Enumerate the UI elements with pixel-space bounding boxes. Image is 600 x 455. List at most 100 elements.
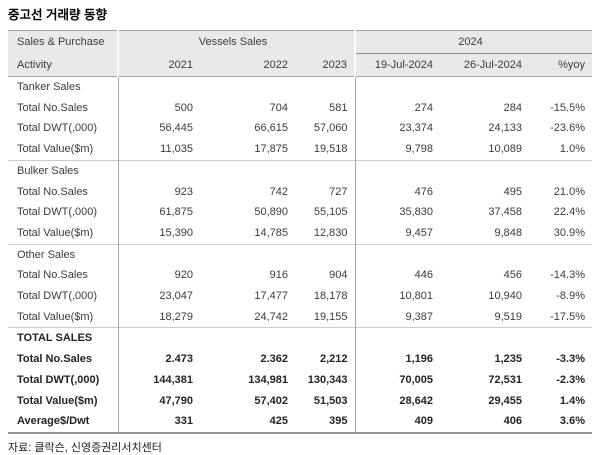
value-cell: 2.473 [165, 353, 193, 366]
table-row: Total Value($m) 47,790 57,402 51,503 28,642 2… [8, 390, 592, 412]
value-cell: 10,801 [399, 290, 433, 303]
header-row-groups: Sales & Purchase Vessels Sales 2024 [8, 30, 592, 54]
value-cell: 500 [174, 101, 193, 114]
empty-cell [440, 243, 529, 266]
header-col-2021: 2021 [118, 53, 200, 77]
value-cell: 704 [269, 101, 288, 114]
value-cell: 742 [269, 185, 288, 198]
section-title: TOTAL SALES [8, 327, 119, 350]
value-cell: 9,457 [405, 226, 433, 239]
section-header-row: Other Sales [8, 243, 592, 266]
row-label: Total No.Sales [8, 349, 119, 370]
value-cell: 130,343 [295, 369, 356, 391]
header-group-2024: 2024 [355, 30, 592, 54]
value-cell: 61,875 [159, 206, 193, 219]
value-cell: 1.0% [559, 143, 585, 156]
header-col-19-jul-2024: 19-Jul-2024 [355, 53, 440, 77]
empty-cell [529, 243, 592, 266]
empty-cell [355, 243, 440, 266]
value-cell: 12,830 [295, 222, 356, 245]
value-cell: 18,279 [159, 310, 193, 323]
empty-cell [529, 77, 592, 98]
header-col1-line1: Sales & Purchase [8, 30, 119, 54]
value-cell: 476 [414, 185, 433, 198]
row-label: Total DWT(,000) [8, 118, 119, 140]
row-label: Average$/Dwt [8, 411, 119, 433]
empty-cell [295, 159, 356, 182]
value-cell: 24,742 [254, 310, 288, 323]
value-cell: 50,890 [254, 206, 288, 219]
value-cell: 23,374 [399, 122, 433, 135]
table-row: Total DWT(,000) 23,047 17,477 18,178 10,801 1… [8, 286, 592, 307]
table-row: Total DWT(,000) 144,381 134,981 130,343 70,0… [8, 369, 592, 391]
value-cell: 57,402 [254, 394, 288, 407]
empty-cell [440, 327, 529, 350]
section-header-row: Tanker Sales [8, 76, 592, 98]
row-label: Total Value($m) [8, 222, 119, 245]
row-label: Total DWT(,000) [8, 202, 119, 223]
empty-cell [118, 159, 200, 182]
value-cell: 51,503 [295, 390, 356, 412]
value-cell: 495 [503, 185, 522, 198]
value-cell: 30.9% [553, 226, 585, 239]
empty-cell [440, 77, 529, 98]
value-cell: 916 [269, 269, 288, 282]
header-col-26-jul-2024: 26-Jul-2024 [440, 53, 529, 77]
value-cell: 134,981 [248, 373, 288, 386]
value-cell: 904 [295, 265, 356, 287]
value-cell: 456 [503, 269, 522, 282]
value-cell: 284 [503, 101, 522, 114]
value-cell: 395 [295, 411, 356, 433]
value-cell: 923 [174, 185, 193, 198]
value-cell: 37,458 [488, 206, 522, 219]
value-cell: 1,196 [405, 353, 433, 366]
value-cell: 24,133 [488, 122, 522, 135]
value-cell: 920 [174, 269, 193, 282]
value-cell: 29,455 [488, 394, 522, 407]
value-cell: 10,940 [488, 290, 522, 303]
value-cell: 17,477 [254, 290, 288, 303]
source-note: 자료: 클락슨, 신영증권리서치센터 [8, 441, 162, 454]
value-cell: 1,235 [494, 353, 522, 366]
empty-cell [200, 159, 295, 182]
value-cell: 35,830 [399, 206, 433, 219]
empty-cell [200, 243, 295, 266]
value-cell: 409 [414, 415, 433, 428]
value-cell: 21.0% [553, 185, 585, 198]
value-cell: 9,387 [405, 310, 433, 323]
value-cell: 3.6% [559, 415, 585, 428]
table-row: Total No.Sales 500 704 581 274 284 -15.5% [8, 97, 592, 119]
row-label: Total DWT(,000) [8, 369, 119, 391]
empty-cell [355, 327, 440, 350]
header-group-vessels-sales: Vessels Sales [118, 30, 356, 54]
header-col-yoy: %yoy [529, 53, 592, 77]
value-cell: 19,518 [295, 139, 356, 161]
value-cell: -8.9% [556, 290, 585, 303]
table-body: Tanker Sales Total No.Sales 500 704 581 274 28… [8, 76, 592, 433]
row-label: Total Value($m) [8, 306, 119, 328]
header-col-2023: 2023 [295, 53, 356, 77]
value-cell: 425 [269, 415, 288, 428]
value-cell: 406 [503, 415, 522, 428]
value-cell: 10,089 [488, 143, 522, 156]
table-row: Average$/Dwt 331 425 395 409 406 3.6% [8, 411, 592, 433]
header-col-2022: 2022 [200, 53, 295, 77]
section-title: Other Sales [8, 243, 119, 266]
row-label: Total Value($m) [8, 139, 119, 161]
value-cell: 14,785 [254, 226, 288, 239]
value-cell: 15,390 [159, 226, 193, 239]
value-cell: 66,615 [254, 122, 288, 135]
value-cell: 18,178 [295, 286, 356, 307]
value-cell: -3.3% [556, 353, 585, 366]
section-header-row: Bulker Sales [8, 159, 592, 182]
value-cell: 28,642 [399, 394, 433, 407]
value-cell: 72,531 [488, 373, 522, 386]
empty-cell [118, 327, 200, 350]
table-header: Sales & Purchase Vessels Sales 2024 Acti… [8, 30, 592, 77]
value-cell: 446 [414, 269, 433, 282]
value-cell: 9,798 [405, 143, 433, 156]
empty-cell [118, 243, 200, 266]
value-cell: 9,519 [494, 310, 522, 323]
empty-cell [200, 77, 295, 98]
empty-cell [355, 159, 440, 182]
